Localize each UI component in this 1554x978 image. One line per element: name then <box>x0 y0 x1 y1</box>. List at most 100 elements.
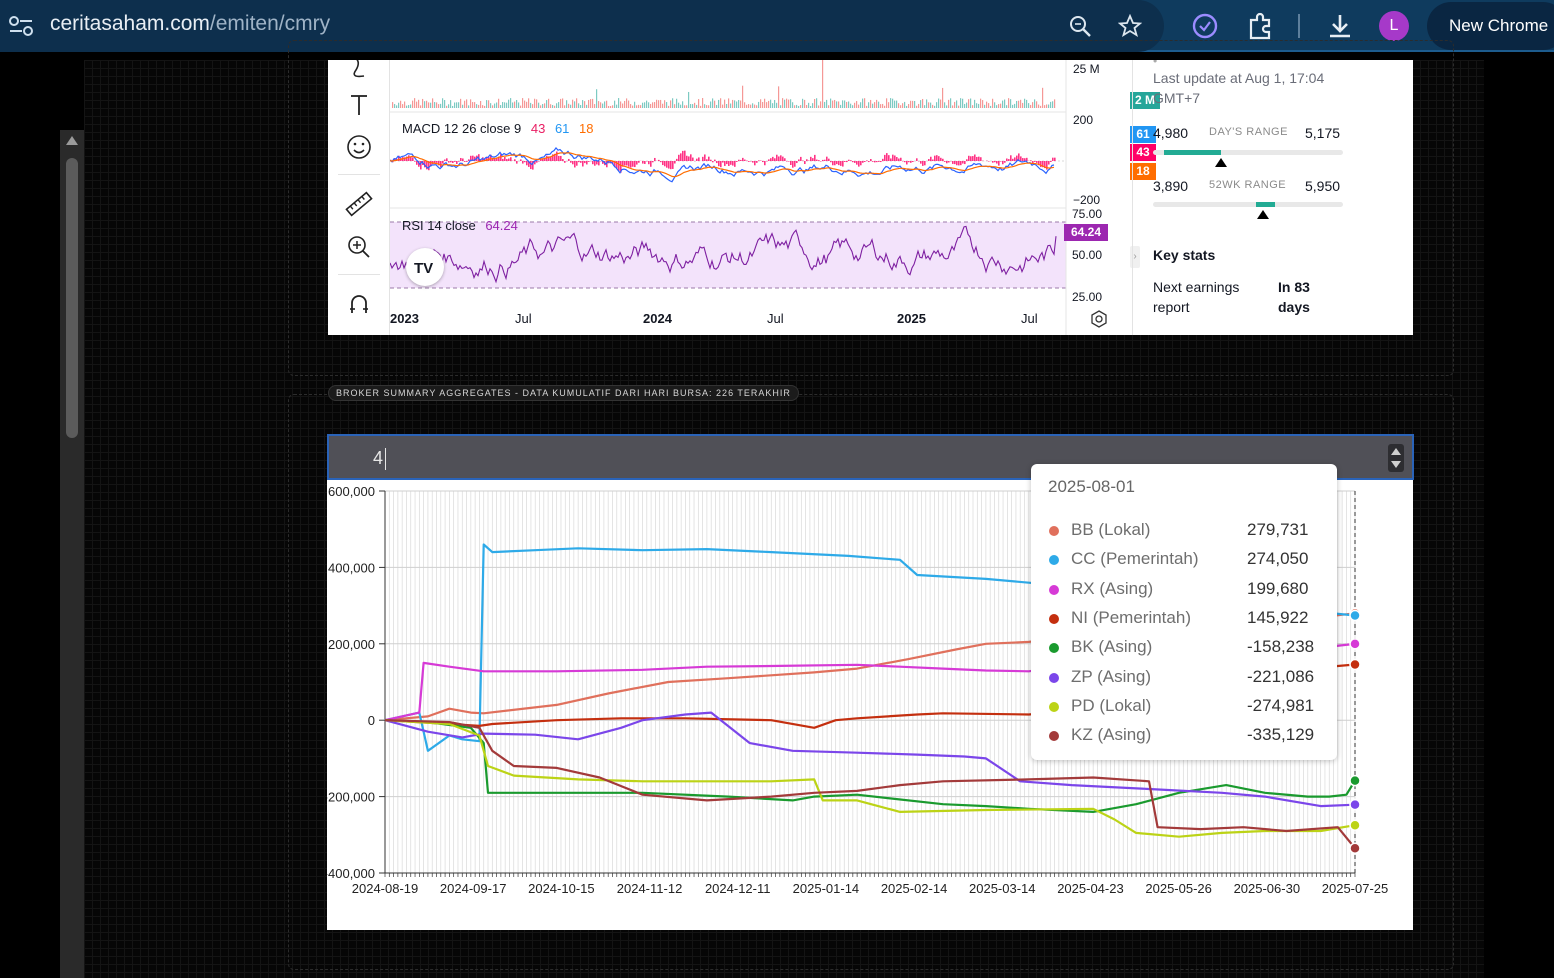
volume-bar <box>668 105 670 108</box>
rsi-legend-title: RSI 14 close <box>402 218 476 233</box>
volume-bar <box>1052 101 1054 108</box>
profile-avatar[interactable]: L <box>1379 11 1409 41</box>
tooltip-row: ZP (Asing) -221,086 <box>1047 665 1327 691</box>
sidebar-scrollbar[interactable] <box>60 130 84 978</box>
volume-bar <box>536 99 538 108</box>
legend-dot-icon <box>1049 584 1059 595</box>
volume-bar <box>570 104 572 108</box>
number-spinner[interactable] <box>1388 444 1404 472</box>
site-settings-icon[interactable] <box>8 14 34 38</box>
volume-bar <box>528 98 530 108</box>
macd-histogram-bar <box>568 158 570 161</box>
volume-bar <box>650 103 652 108</box>
volume-bar <box>630 104 632 108</box>
scroll-up-arrow-icon[interactable] <box>66 136 78 145</box>
volume-bar <box>660 99 662 108</box>
volume-bar <box>732 99 734 108</box>
macd-histogram-bar <box>954 161 956 165</box>
url-text[interactable]: ceritasaham.com/emiten/cmry <box>50 12 330 36</box>
x-tick-label: 2025-03-14 <box>969 881 1036 896</box>
legend-dot-icon <box>1049 613 1059 624</box>
volume-bar <box>776 102 778 108</box>
volume-bar <box>1002 100 1004 108</box>
volume-bar <box>640 105 642 108</box>
macd-histogram-bar <box>960 161 962 166</box>
volume-bar <box>572 99 574 108</box>
volume-bar <box>1006 105 1008 108</box>
volume-bar <box>512 102 514 108</box>
magnet-tool-icon[interactable] <box>342 287 376 321</box>
volume-bar <box>860 102 862 108</box>
download-icon[interactable] <box>1326 12 1354 40</box>
zoom-in-tool-icon[interactable] <box>342 230 376 264</box>
volume-bar <box>522 98 524 108</box>
volume-bar <box>894 100 896 108</box>
macd-histogram-bar <box>524 161 526 163</box>
volume-bar <box>830 98 832 108</box>
brush-tool-icon[interactable] <box>342 60 376 82</box>
tooltip-series-value: 199,680 <box>1247 578 1309 598</box>
macd-histogram-bar <box>946 161 948 164</box>
ruler-tool-icon[interactable] <box>342 187 376 221</box>
spinner-down-icon[interactable] <box>1391 461 1401 468</box>
extension-timer-icon[interactable] <box>1191 12 1219 40</box>
volume-bar <box>788 99 790 108</box>
symbol-details-sidebar: • Last update at Aug 1, 17:04 GMT+7 4,98… <box>1132 60 1413 335</box>
macd-histogram-bar <box>440 161 442 168</box>
emoji-tool-icon[interactable] <box>342 130 376 164</box>
volume-bar <box>790 99 792 108</box>
volume-bar <box>1024 98 1026 108</box>
macd-histogram-bar <box>932 159 934 161</box>
volume-bar <box>896 100 898 108</box>
tradingview-logo[interactable]: TV <box>406 248 444 286</box>
macd-histogram-bar <box>744 159 746 161</box>
chart-settings-icon[interactable] <box>1090 310 1108 328</box>
volume-bar <box>766 102 768 108</box>
macd-histogram-bar <box>474 156 476 161</box>
volume-bar <box>978 103 980 108</box>
tradingview-widget[interactable]: 25 M 2 M MACD 12 26 close 9 43 61 18 200… <box>328 60 1413 335</box>
address-bar[interactable]: ceritasaham.com/emiten/cmry <box>0 0 1164 52</box>
extensions-puzzle-icon[interactable] <box>1246 12 1274 40</box>
series-line-bk <box>384 719 1356 813</box>
volume-bar <box>994 102 996 108</box>
days-range-bar <box>1153 150 1343 155</box>
macd-histogram-bar <box>768 159 770 161</box>
volume-bar <box>764 98 766 108</box>
macd-histogram-bar <box>792 161 794 168</box>
scrollbar-thumb[interactable] <box>66 158 78 438</box>
macd-histogram-bar <box>1020 156 1022 161</box>
volume-bar <box>768 100 770 108</box>
tooltip-series-name: RX (Asing) <box>1071 578 1154 598</box>
volume-bar <box>820 101 822 108</box>
macd-histogram-bar <box>956 161 958 166</box>
macd-histogram-bar <box>878 161 880 162</box>
volume-bar <box>864 98 866 108</box>
spinner-up-icon[interactable] <box>1391 448 1401 455</box>
macd-histogram-bar <box>532 161 534 170</box>
collapse-sidebar-chevron-icon[interactable]: › <box>1130 246 1140 268</box>
macd-histogram-bar <box>470 155 472 161</box>
volume-bar <box>1034 99 1036 108</box>
volume-bar <box>448 104 450 108</box>
volume-bar <box>704 104 706 108</box>
volume-bar <box>838 101 840 108</box>
volume-bar <box>848 101 850 108</box>
volume-bar <box>688 91 690 108</box>
volume-bar <box>540 105 542 108</box>
volume-bar <box>672 98 674 108</box>
volume-bar <box>674 104 676 108</box>
52wk-range-high: 5,950 <box>1305 178 1341 194</box>
bookmark-star-icon[interactable] <box>1118 14 1142 38</box>
toolbar-divider <box>1298 14 1300 38</box>
text-tool-icon[interactable] <box>342 88 376 122</box>
toolbar-separator <box>338 274 380 275</box>
macd-histogram-bar <box>714 159 716 161</box>
macd-histogram-bar <box>598 161 600 166</box>
price-indicator-chart[interactable]: 25 M 2 M MACD 12 26 close 9 43 61 18 200… <box>390 60 1160 335</box>
search-icon[interactable] <box>1068 14 1092 38</box>
macd-histogram-bar <box>630 161 632 168</box>
macd-histogram-bar <box>820 161 822 162</box>
volume-bar <box>698 99 700 108</box>
volume-bar <box>406 105 408 108</box>
